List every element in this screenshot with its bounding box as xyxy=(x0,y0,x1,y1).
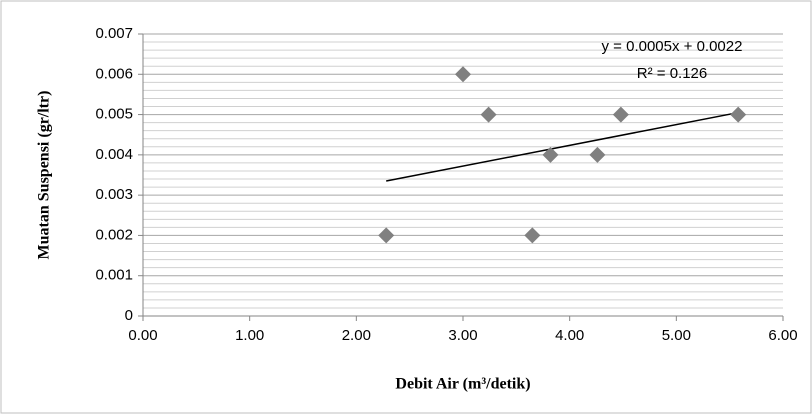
data-point xyxy=(378,227,395,244)
data-point xyxy=(455,66,471,83)
y-axis-title: Muatan Suspensi (gr/ltr) xyxy=(36,91,53,260)
trendline-equation: y = 0.0005x + 0.0022 xyxy=(602,38,743,55)
x-tick-label: 5.00 xyxy=(662,327,691,344)
r-squared: R² = 0.126 xyxy=(637,65,707,82)
x-tick-label: 2.00 xyxy=(342,327,371,344)
x-tick-label: 1.00 xyxy=(235,327,264,344)
data-point xyxy=(542,146,559,163)
y-tick-label: 0.004 xyxy=(95,146,133,163)
y-tick-label: 0.006 xyxy=(95,65,133,82)
trendline xyxy=(386,111,739,182)
data-point xyxy=(730,106,747,123)
x-tick-label: 6.00 xyxy=(768,327,797,344)
data-point xyxy=(589,146,606,163)
y-tick-label: 0.001 xyxy=(95,267,133,284)
x-tick-label: 4.00 xyxy=(555,327,584,344)
x-tick-label: 0.00 xyxy=(128,327,157,344)
y-tick-label: 0.003 xyxy=(95,186,133,203)
data-point xyxy=(612,106,629,123)
y-tick-label: 0 xyxy=(125,307,133,324)
data-point xyxy=(480,106,497,123)
y-tick-label: 0.007 xyxy=(95,25,133,42)
x-axis-title: Debit Air (m³/detik) xyxy=(395,376,530,393)
y-tick-label: 0.002 xyxy=(95,226,133,243)
y-tick-label: 0.005 xyxy=(95,106,133,123)
x-tick-label: 3.00 xyxy=(448,327,477,344)
data-point xyxy=(524,227,541,244)
